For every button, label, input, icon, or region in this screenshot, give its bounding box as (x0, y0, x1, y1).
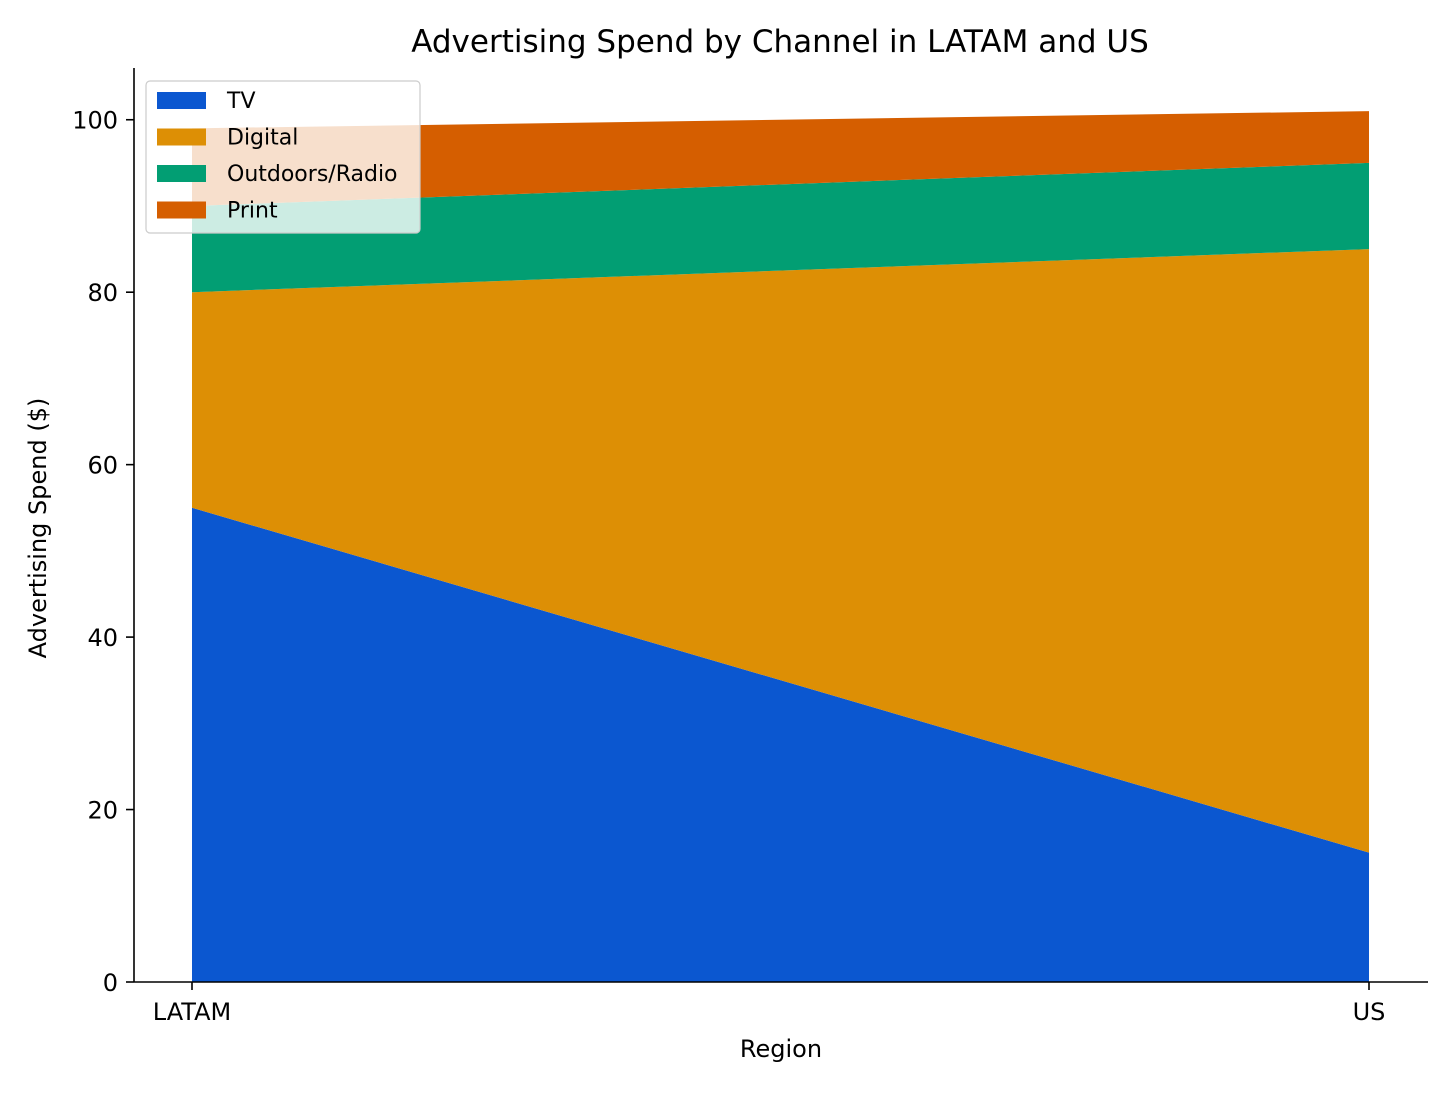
legend-label-outdoors-radio: Outdoors/Radio (227, 162, 398, 187)
y-axis-label: Advertising Spend ($) (24, 398, 52, 659)
areas-layer (192, 111, 1369, 982)
y-tick-label: 20 (87, 797, 118, 825)
legend-label-digital: Digital (227, 126, 298, 151)
y-tick-label: 0 (103, 969, 118, 997)
area-outdoors-radio (192, 162, 1369, 293)
x-tick-label: US (1353, 998, 1386, 1026)
legend-swatch-tv (157, 92, 206, 109)
legend-label-print: Print (227, 199, 278, 224)
legend-swatch-digital (157, 128, 206, 146)
area-digital (192, 249, 1369, 853)
y-tick-label: 40 (87, 624, 118, 652)
ticks-layer: 0 20 40 60 80 100 LATAM US (72, 107, 1385, 1026)
legend: TV Digital Outdoors/Radio Print (145, 80, 421, 234)
legend-label-tv: TV (226, 89, 256, 114)
y-tick-label: 100 (72, 107, 118, 135)
legend-swatch-outdoors-radio (157, 165, 206, 182)
y-tick-label: 80 (87, 279, 118, 307)
y-tick-label: 60 (87, 452, 118, 480)
area-tv (192, 507, 1369, 982)
axes-layer (133, 68, 1428, 983)
legend-box (145, 80, 421, 234)
legend-swatch-print (157, 201, 206, 219)
x-tick-label: LATAM (153, 998, 231, 1026)
x-axis-label: Region (740, 1035, 822, 1063)
area-print (192, 111, 1369, 206)
chart-title: Advertising Spend by Channel in LATAM an… (411, 24, 1149, 60)
